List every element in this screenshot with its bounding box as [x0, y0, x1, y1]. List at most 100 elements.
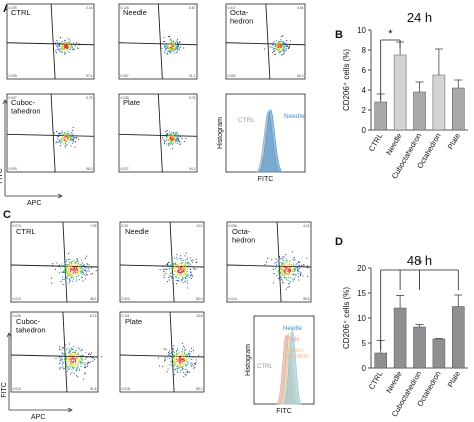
cell-dot — [276, 45, 278, 47]
cell-dot — [184, 368, 186, 370]
cell-dot — [173, 374, 175, 376]
cell-dot — [80, 354, 82, 356]
cell-dot — [272, 43, 274, 45]
cell-dot — [71, 260, 73, 263]
cell-dot — [77, 353, 79, 355]
cell-dot — [56, 141, 58, 143]
cell-dot — [167, 264, 169, 266]
cell-dot — [180, 263, 183, 265]
cell-dot — [274, 53, 276, 55]
x-axis-arrowhead — [67, 407, 73, 413]
cell-dot — [299, 274, 302, 276]
histogram-x-label: FITC — [276, 408, 292, 415]
cell-dot — [182, 265, 184, 267]
cell-dot — [64, 40, 66, 42]
cell-dot — [78, 266, 80, 268]
cell-dot — [171, 359, 173, 361]
cell-dot — [67, 133, 69, 135]
quadrant-ul-value: 0.209 — [9, 6, 17, 10]
cell-dot — [177, 279, 179, 281]
cell-dot — [186, 271, 188, 273]
cell-dot — [182, 267, 184, 269]
cell-dot — [161, 365, 164, 368]
cell-dot — [79, 265, 81, 267]
cell-dot — [177, 271, 179, 274]
cell-dot — [175, 133, 177, 135]
sample-label: Plate — [125, 317, 142, 326]
cell-dot — [285, 46, 287, 48]
cell-dot — [65, 266, 67, 268]
cell-dot — [75, 357, 77, 359]
cell-dot — [172, 273, 174, 275]
cell-dot — [179, 271, 181, 273]
cell-dot — [73, 266, 76, 269]
cell-dot — [281, 282, 283, 284]
cell-dot — [176, 51, 178, 53]
cell-dot — [175, 279, 177, 282]
cell-dot — [166, 357, 168, 359]
cell-dot — [182, 358, 184, 361]
cell-dot — [64, 357, 66, 359]
cell-dot — [77, 376, 79, 378]
cell-dot — [191, 359, 193, 361]
cell-dot — [80, 361, 82, 363]
cell-dot — [68, 43, 70, 45]
cell-dot — [279, 39, 281, 41]
cell-dot — [166, 43, 168, 45]
cell-dot — [190, 277, 192, 280]
cell-dot — [180, 260, 182, 262]
cell-dot — [287, 279, 289, 281]
cell-dot — [61, 367, 63, 369]
cell-dot — [275, 258, 277, 260]
cell-dot — [184, 360, 186, 362]
cell-dot — [63, 361, 65, 363]
cell-dot — [164, 40, 166, 42]
cell-dot — [69, 271, 72, 273]
cell-dot — [167, 36, 169, 38]
cell-dot — [58, 44, 60, 47]
cell-dot — [178, 361, 181, 363]
cell-dot — [294, 267, 296, 269]
histogram-plot: CTRL Needle Plate Cuboc-tahedron FITC Histogr… — [245, 315, 315, 415]
cell-dot — [171, 138, 173, 140]
cell-dot — [85, 273, 88, 275]
cell-dot — [68, 266, 70, 268]
cell-dot — [59, 368, 61, 370]
cell-dot — [185, 374, 187, 376]
cell-dot — [186, 263, 188, 265]
cell-dot — [60, 132, 62, 134]
cell-dot — [62, 42, 64, 44]
cell-dot — [284, 46, 286, 48]
cell-dot — [61, 40, 63, 42]
cell-dot — [75, 273, 77, 275]
cell-dot — [68, 272, 70, 274]
cell-dot — [178, 357, 180, 359]
cell-dot — [279, 277, 282, 279]
cell-dot — [69, 273, 71, 275]
cell-dot — [279, 44, 281, 46]
cell-dot — [281, 278, 283, 281]
cell-dot — [183, 360, 185, 362]
cell-dot — [68, 39, 70, 41]
cell-dot — [167, 143, 170, 145]
cell-dot — [63, 139, 65, 141]
cell-dot — [165, 348, 167, 350]
cell-dot — [76, 267, 78, 270]
cell-dot — [196, 261, 198, 263]
cell-dot — [281, 274, 283, 276]
cell-dot — [72, 268, 75, 270]
cell-dot — [176, 45, 178, 47]
cell-dot — [84, 363, 86, 365]
cell-dot — [275, 43, 277, 45]
cell-dot — [86, 255, 88, 257]
x-tick-label: Plate — [446, 132, 462, 151]
cell-dot — [61, 347, 64, 349]
cell-dot — [81, 270, 83, 272]
cell-dot — [170, 43, 172, 45]
cell-dot — [191, 362, 193, 364]
cell-dot — [288, 270, 290, 272]
bar-octahedron — [432, 74, 446, 131]
cell-dot — [291, 278, 294, 280]
cell-dot — [56, 39, 58, 42]
cell-dot — [177, 349, 179, 351]
